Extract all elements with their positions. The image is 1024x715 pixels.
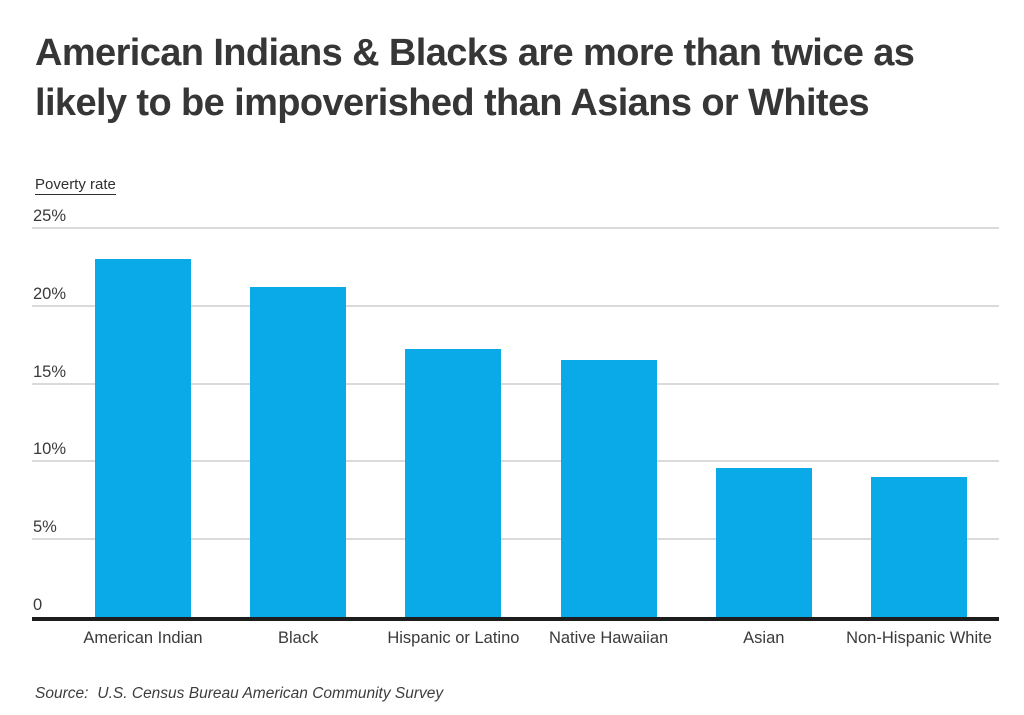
x-category-label: American Indian [83,629,203,647]
bar-non-hispanic-white [871,477,967,617]
source-line: Source: U.S. Census Bureau American Commu… [35,685,443,703]
bar-black [250,287,347,617]
bar-native-hawaiian [560,360,657,617]
source-text: U.S. Census Bureau American Community Su… [97,685,444,702]
chart-title: American Indians & Blacks are more than … [35,28,915,128]
gridline-15 [32,382,999,385]
y-tick-label-15: 15% [33,362,67,381]
bar-hispanic-or-latino [405,349,502,617]
y-tick-label-5: 5% [33,518,57,537]
x-category-label: Non-Hispanic White [846,629,992,647]
y-tick-label-25: 25% [33,207,67,225]
y-tick-label-0: 0 [33,596,43,614]
bar-asian [715,467,812,617]
x-category-label: Asian [743,629,785,647]
y-tick-label-10: 10% [33,440,67,459]
y-axis-title: Poverty rate [35,176,116,195]
chart-title-line-1: American Indians & Blacks are more than … [35,32,915,74]
gridline-10 [32,460,999,463]
bar-american-indian [95,259,191,617]
source-label: Source: [35,685,89,702]
x-category-label: Hispanic or Latino [387,629,520,647]
gridline-5 [32,538,999,541]
x-axis-baseline [32,617,999,621]
x-category-label: Black [278,629,319,647]
chart-title-line-2: likely to be impoverished than Asians or… [35,82,870,124]
y-tick-label-20: 20% [33,284,67,303]
gridline-20 [32,304,999,307]
gridline-25 [32,227,999,229]
x-category-label: Native Hawaiian [548,629,669,647]
